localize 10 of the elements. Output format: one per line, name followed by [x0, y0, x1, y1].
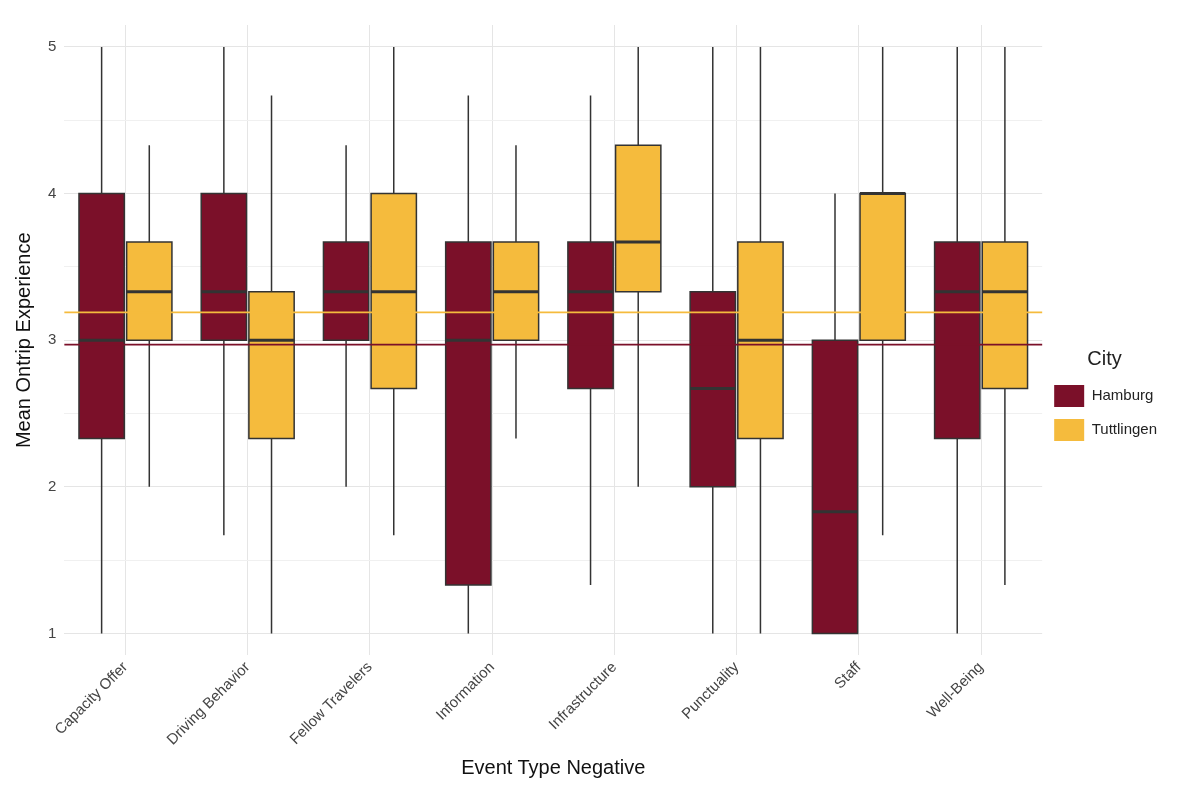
y-tick-label: 5: [48, 37, 57, 55]
legend-title: City: [1087, 346, 1122, 369]
x-axis-title: Event Type Negative: [461, 755, 646, 778]
y-axis-title: Mean Ontrip Experience: [11, 232, 34, 449]
y-tick-label: 3: [48, 330, 57, 348]
legend-label: Hamburg: [1091, 386, 1154, 404]
y-tick-label: 1: [48, 623, 57, 641]
y-tick-label: 4: [48, 183, 57, 201]
legend-label: Tuttlingen: [1091, 420, 1158, 438]
y-tick-label: 2: [48, 476, 57, 494]
